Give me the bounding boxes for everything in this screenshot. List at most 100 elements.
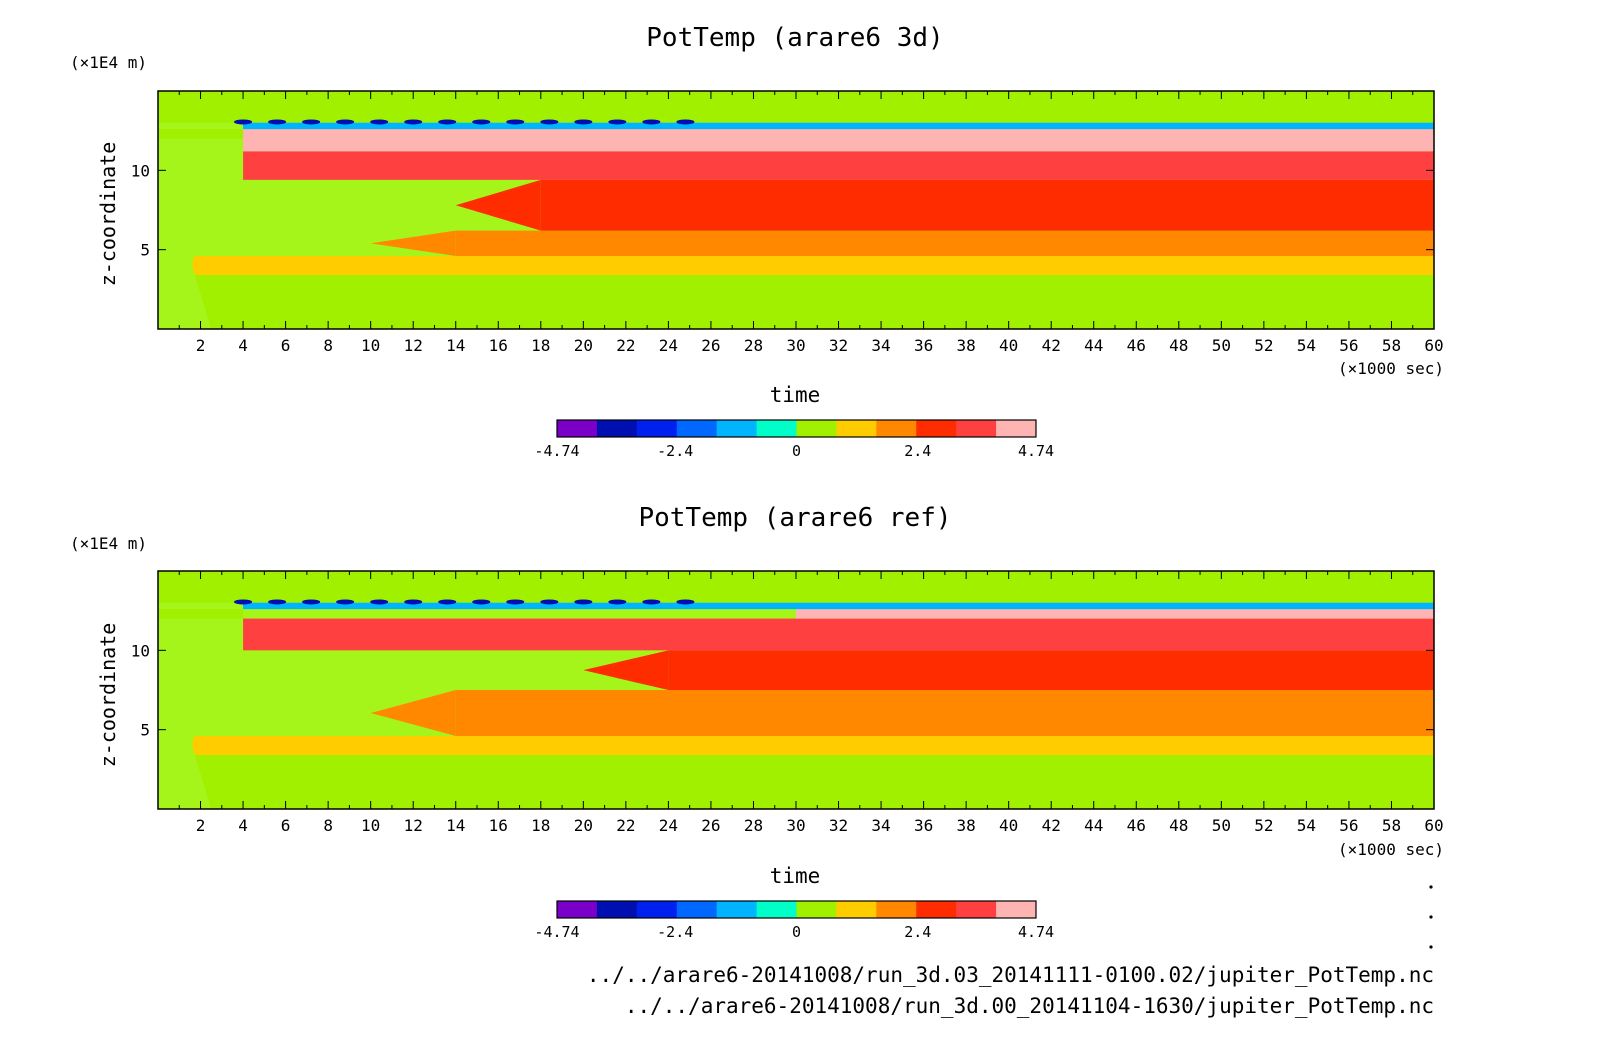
x-tick-label: 34 [871, 336, 890, 355]
colorbar-swatch [636, 420, 678, 437]
colorbar-swatch [756, 901, 797, 918]
x-tick-label: 46 [1127, 336, 1146, 355]
colorbar-tick-label: 0 [792, 442, 801, 460]
x-tick-label: 22 [616, 816, 635, 835]
colorbar-swatch [916, 901, 957, 918]
y-tick-label: 5 [140, 241, 150, 260]
heatmap-plot-area: 2 4 6 8 10 12 14 16 18 20 22 24 26 28 30 32 34 36 38 40 42 44… [131, 90, 1444, 355]
colorbar-frame [556, 419, 1037, 438]
colorbar-tick-label: 4.74 [1018, 923, 1054, 941]
panel-top: PotTemp (arare6 3d) (×1E4 m) z-coordinat… [70, 23, 1444, 460]
x-tick-label: 18 [531, 816, 550, 835]
colorbar-swatch [557, 420, 598, 437]
x-axis-label: time [770, 864, 821, 888]
chart-title: PotTemp (arare6 3d) [646, 23, 943, 53]
colorbar-swatch [796, 901, 837, 918]
x-tick-label: 36 [914, 336, 933, 355]
wave-ripple [336, 599, 355, 605]
band-bottom [158, 755, 1434, 809]
band-red [243, 129, 1434, 152]
x-tick-label: 8 [323, 336, 333, 355]
x-tick-label: 58 [1382, 816, 1401, 835]
wave-ripple [642, 599, 661, 605]
x-tick-label: 10 [361, 816, 380, 835]
x-tick-label: 40 [999, 816, 1018, 835]
wave-ripple [438, 119, 457, 125]
wave-ripple [234, 119, 253, 125]
wave-ripple [608, 119, 627, 125]
colorbar: -4.74 -2.4 0 2.4 4.74 [534, 900, 1054, 941]
x-tick-label: 14 [446, 336, 465, 355]
x-tick-label: 26 [701, 336, 720, 355]
colorbar-tick-label: 0 [792, 923, 801, 941]
wave-ripple [268, 119, 287, 125]
wave-ripple [370, 119, 389, 125]
footer-dot [1429, 945, 1433, 949]
chart-title: PotTemp (arare6 ref) [638, 503, 951, 533]
x-tick-label: 20 [574, 336, 593, 355]
x-tick-label: 58 [1382, 336, 1401, 355]
colorbar-tick-label: -4.74 [534, 442, 579, 460]
x-tick-label: 56 [1339, 816, 1358, 835]
heatmap-plot-area: 2 4 6 8 10 12 14 16 18 20 22 24 26 28 30 32 34 36 38 40 42 44… [131, 570, 1444, 835]
x-tick-label: 22 [616, 336, 635, 355]
colorbar-swatch [876, 420, 917, 437]
wave-ripple [608, 599, 627, 605]
early-upper-cyan [158, 129, 244, 139]
y-axis-label: z-coordinate [96, 142, 120, 287]
x-tick-label: 40 [999, 336, 1018, 355]
x-tick-label: 54 [1297, 336, 1316, 355]
x-tick-label: 20 [574, 816, 593, 835]
colorbar-swatch [836, 901, 877, 918]
tropopause-layer [243, 122, 1434, 130]
x-tick-label: 28 [744, 816, 763, 835]
x-tick-label: 50 [1212, 336, 1231, 355]
wave-ripple [404, 119, 423, 125]
panel-bottom: PotTemp (arare6 ref) (×1E4 m) z-coordina… [70, 503, 1444, 941]
x-tick-label: 54 [1297, 816, 1316, 835]
colorbar-swatch [996, 901, 1037, 918]
y-axis-label: z-coordinate [96, 623, 120, 768]
x-tick-label: 38 [957, 816, 976, 835]
colorbar-swatch [876, 901, 917, 918]
colorbar-swatch [676, 901, 718, 918]
x-tick-label: 42 [1042, 336, 1061, 355]
wave-ripple [540, 599, 559, 605]
x-tick-label: 14 [446, 816, 465, 835]
colorbar: -4.74 -2.4 0 2.4 4.74 [534, 419, 1054, 460]
x-tick-label: 28 [744, 336, 763, 355]
plot-layer [158, 91, 1434, 329]
colorbar-tick-label: 2.4 [904, 923, 931, 941]
spinup-corner [158, 233, 205, 329]
x-tick-label: 6 [281, 816, 291, 835]
colorbar-swatch [557, 901, 598, 918]
x-tick-label: 30 [786, 816, 805, 835]
x-tick-label: 38 [957, 336, 976, 355]
wave-ripple [438, 599, 457, 605]
colorbar-swatch [596, 901, 638, 918]
early-upper-cyan [158, 609, 244, 619]
band-yellow [455, 690, 1434, 737]
x-tick-label: 6 [281, 336, 291, 355]
x-unit-label: (×1000 sec) [1338, 359, 1444, 378]
x-tick-label: 56 [1339, 336, 1358, 355]
x-tick-label: 2 [196, 336, 206, 355]
wave-ripple [642, 119, 661, 125]
x-tick-label: 60 [1424, 336, 1443, 355]
x-axis-label: time [770, 383, 821, 407]
wave-ripple [472, 119, 491, 125]
colorbar-frame [556, 900, 1037, 919]
wave-ripple [472, 599, 491, 605]
footer-path-2: ../../arare6-20141008/run_3d.00_20141104… [625, 994, 1434, 1018]
x-tick-label: 24 [659, 816, 678, 835]
wave-ripple [302, 599, 321, 605]
colorbar-swatch [756, 420, 797, 437]
wave-ripple [370, 599, 389, 605]
band-bottom [158, 275, 1434, 329]
colorbar-tick-label: -2.4 [657, 923, 693, 941]
x-tick-label: 8 [323, 816, 333, 835]
colorbar-swatch [796, 420, 837, 437]
x-tick-label: 26 [701, 816, 720, 835]
wave-ripple [574, 119, 593, 125]
